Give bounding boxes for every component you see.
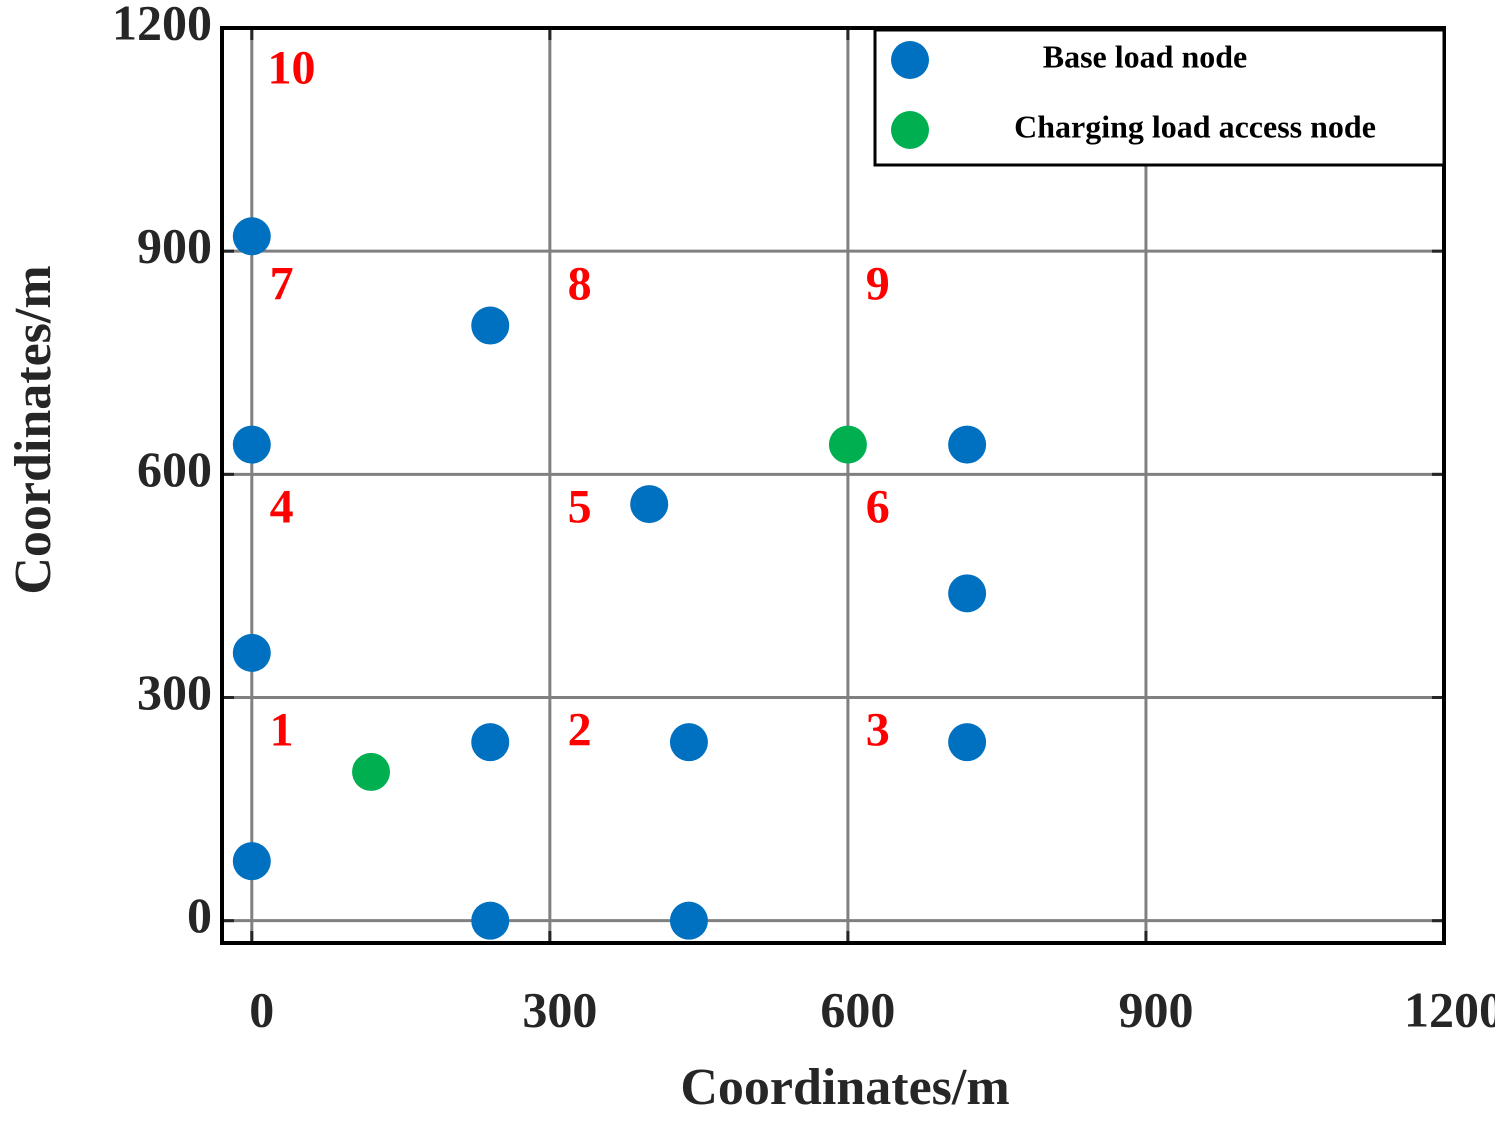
x-tick-label: 600	[820, 981, 895, 1037]
y-tick-label: 300	[137, 664, 212, 720]
x-axis-title: Coordinates/m	[680, 1059, 1009, 1116]
annotation: 5	[568, 481, 592, 534]
x-tick-label: 300	[522, 981, 597, 1037]
x-tick-label: 900	[1118, 981, 1193, 1037]
y-tick-label: 0	[187, 887, 212, 943]
x-tick-label: 0	[249, 981, 274, 1037]
scatter-point	[471, 723, 510, 762]
plot-area	[222, 28, 1444, 943]
legend-label: Charging load access node	[1014, 108, 1376, 144]
scatter-point	[352, 752, 391, 791]
y-tick-label: 1200	[112, 0, 212, 50]
scatter-point	[828, 425, 867, 464]
annotation: 8	[568, 257, 592, 310]
legend-box	[873, 28, 1446, 167]
y-tick-label: 600	[137, 441, 212, 497]
scatter-point	[232, 633, 271, 672]
legend-marker	[891, 41, 929, 79]
scatter-point	[232, 842, 271, 881]
scatter-point	[630, 485, 669, 524]
x-tick-label: 1200	[1404, 981, 1495, 1037]
annotation: 7	[270, 257, 294, 310]
scatter-point	[948, 425, 987, 464]
scatter-point	[232, 217, 271, 256]
legend-label: Base load node	[1043, 38, 1247, 74]
scatter-point	[232, 425, 271, 464]
annotation: 6	[866, 481, 890, 534]
annotation: 9	[866, 257, 890, 310]
scatter-point	[948, 574, 987, 613]
plot-frame	[220, 26, 1446, 945]
annotation: 4	[270, 481, 294, 534]
annotation: 1	[270, 704, 294, 757]
scatter-point	[948, 723, 987, 762]
scatter-point	[471, 306, 510, 345]
scatter-point	[669, 723, 708, 762]
scatter-point	[669, 901, 708, 940]
legend-marker	[891, 111, 929, 149]
y-tick-label: 900	[137, 218, 212, 274]
annotation: 3	[866, 704, 890, 757]
y-axis-title: Coordinates/m	[5, 265, 62, 594]
scatter-point	[471, 901, 510, 940]
annotation: 2	[568, 704, 592, 757]
annotation: 10	[268, 42, 316, 95]
